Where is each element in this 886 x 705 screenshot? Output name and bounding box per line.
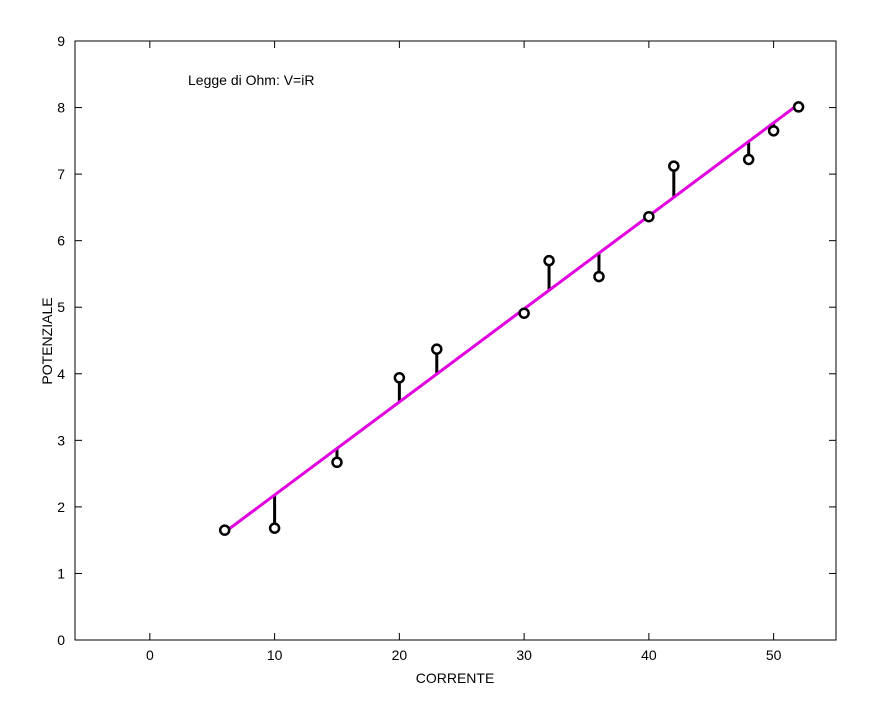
y-tick-label: 7 — [57, 166, 65, 182]
data-points — [218, 101, 805, 536]
data-point — [393, 372, 406, 384]
chart-annotation: Legge di Ohm: V=iR — [188, 72, 314, 88]
x-axis-label: CORRENTE — [416, 670, 495, 686]
data-point — [643, 210, 655, 223]
y-tick-label: 4 — [57, 366, 65, 382]
x-tick-label: 40 — [641, 647, 657, 663]
data-point — [767, 125, 780, 137]
data-point — [431, 343, 443, 355]
fit-line — [223, 103, 800, 534]
x-axis-ticks: 0 10 20 30 40 50 — [146, 41, 782, 663]
data-point — [593, 270, 605, 283]
y-tick-label: 8 — [57, 100, 65, 116]
y-tick-label: 0 — [57, 632, 65, 648]
data-point — [543, 254, 555, 267]
y-tick-label: 6 — [57, 233, 65, 249]
y-tick-label: 2 — [57, 499, 65, 515]
data-point — [218, 524, 231, 536]
y-tick-label: 3 — [57, 432, 65, 448]
y-tick-label: 5 — [57, 299, 65, 315]
data-point — [742, 153, 755, 166]
data-point — [268, 522, 281, 534]
data-point — [792, 101, 805, 113]
y-axis-ticks: 0 1 2 3 4 5 6 7 8 9 — [57, 33, 836, 648]
y-axis-label: POTENZIALE — [39, 297, 55, 384]
data-point — [331, 456, 343, 469]
axes-box — [74, 40, 837, 641]
fit-line-segment — [223, 103, 800, 534]
x-tick-label: 50 — [766, 647, 782, 663]
data-point — [668, 160, 680, 172]
y-tick-label: 1 — [57, 565, 65, 581]
x-tick-label: 30 — [516, 647, 532, 663]
x-tick-label: 20 — [392, 647, 408, 663]
y-tick-label: 9 — [57, 33, 65, 49]
x-tick-label: 10 — [267, 647, 283, 663]
x-tick-label: 0 — [146, 647, 154, 663]
data-point — [518, 307, 530, 319]
